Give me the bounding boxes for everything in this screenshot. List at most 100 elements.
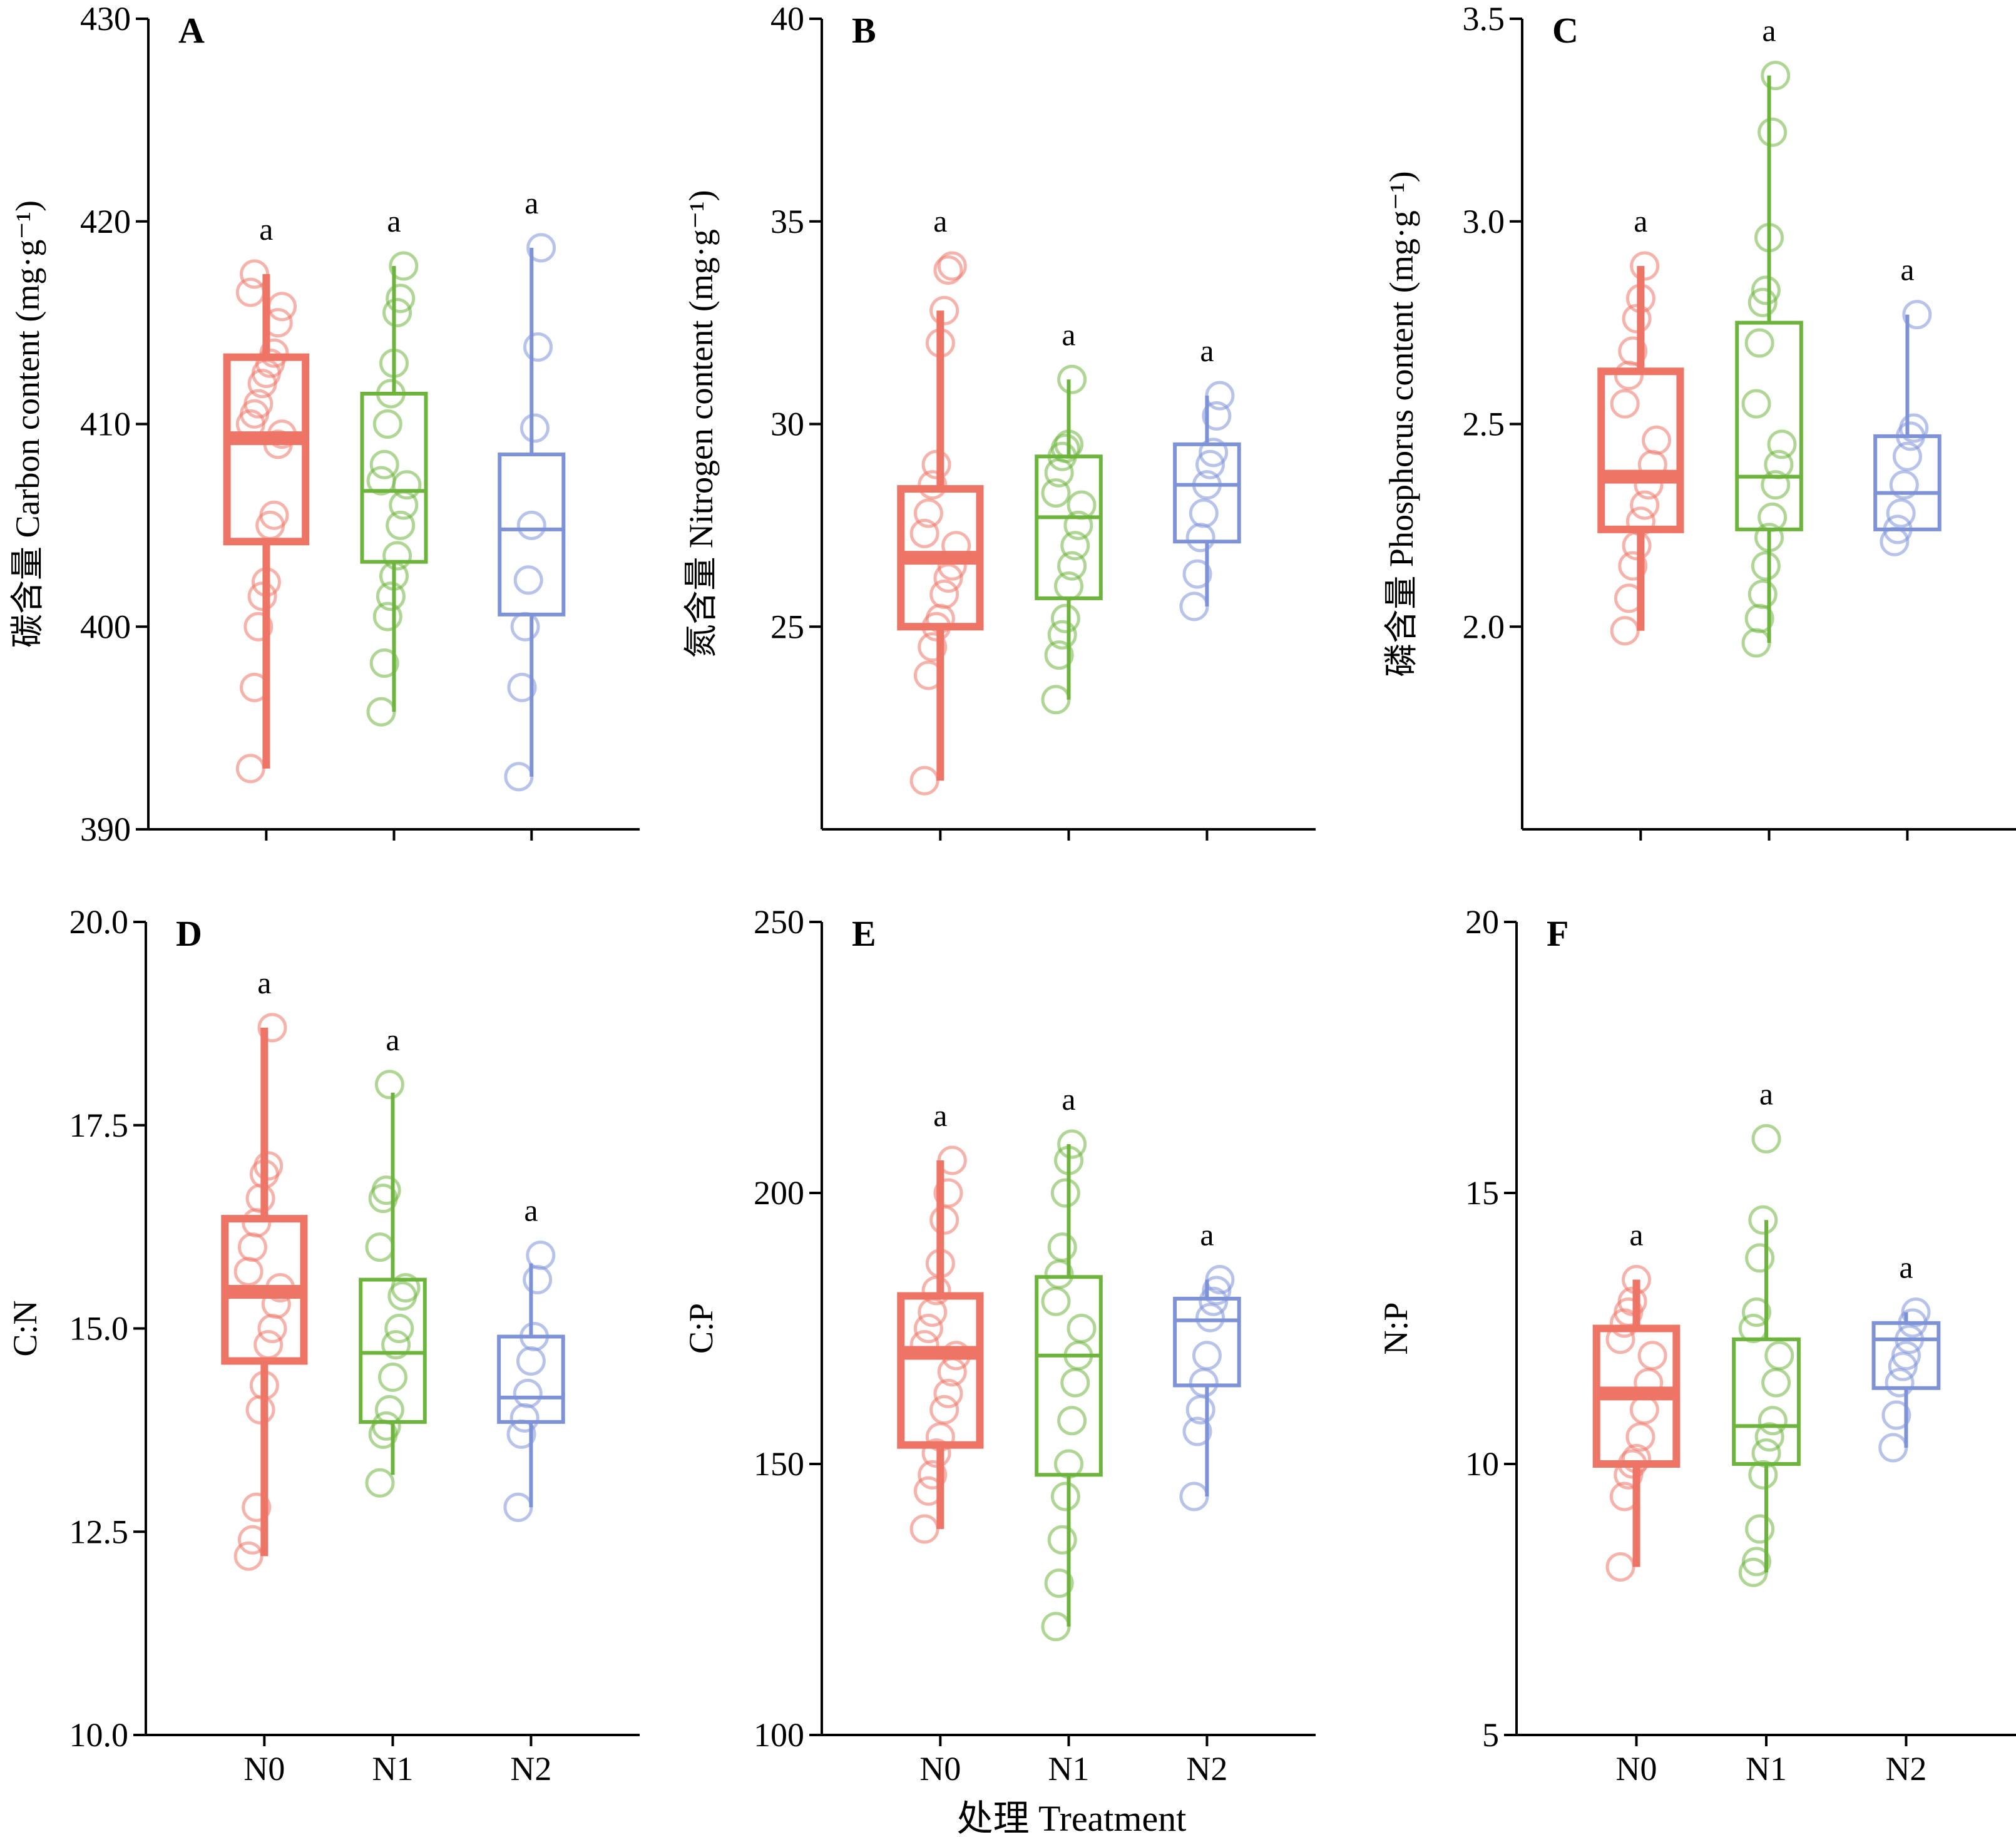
box-iqr: [497, 1334, 565, 1424]
data-point: [921, 449, 951, 479]
y-tick-label: 100: [754, 1716, 804, 1754]
series-n1: a: [359, 1022, 427, 1498]
data-point: [384, 1314, 414, 1343]
data-point: [1205, 381, 1235, 411]
data-point: [392, 470, 422, 500]
y-axis-label: N:P: [1377, 1302, 1415, 1354]
data-point: [1899, 413, 1929, 443]
data-point: [257, 1013, 287, 1043]
data-point: [1060, 531, 1090, 561]
y-tick-label: 200: [754, 1174, 804, 1212]
significance-letter: a: [933, 203, 947, 238]
data-point: [1622, 1443, 1652, 1473]
data-point: [1622, 1265, 1652, 1295]
data-point: [1614, 361, 1644, 391]
data-point: [516, 510, 546, 540]
x-tick-label-n2: N2: [510, 1750, 551, 1788]
data-point: [1050, 433, 1080, 463]
data-point: [371, 1411, 401, 1441]
data-point: [918, 1297, 948, 1328]
data-point: [516, 1346, 546, 1376]
data-point: [933, 1178, 963, 1208]
data-point: [253, 1151, 284, 1181]
data-point: [1751, 1438, 1781, 1468]
data-point: [1747, 579, 1778, 609]
y-axis-label: C:N: [6, 1300, 44, 1356]
data-point: [237, 1525, 267, 1555]
significance-letter: a: [1899, 1250, 1913, 1285]
y-tick-label: 15: [1465, 1174, 1499, 1212]
data-point: [1642, 425, 1672, 455]
data-point: [372, 409, 402, 439]
x-tick-label-n0: N0: [919, 1750, 961, 1788]
significance-letter: a: [259, 212, 273, 247]
data-point: [1057, 364, 1087, 394]
y-axis-label: C:P: [682, 1303, 720, 1354]
data-point: [386, 284, 416, 314]
data-point: [519, 413, 550, 443]
x-tick-label-n2: N2: [1885, 1750, 1926, 1788]
x-tick-label-n1: N1: [372, 1750, 414, 1788]
data-point: [921, 1438, 951, 1468]
data-point: [513, 1378, 543, 1408]
panel-letter: A: [178, 10, 205, 51]
data-point: [1618, 336, 1648, 366]
data-point: [526, 1241, 556, 1271]
data-point: [1754, 223, 1784, 253]
data-point: [1878, 1433, 1908, 1463]
box-iqr: [1173, 442, 1241, 544]
data-point: [1751, 275, 1781, 305]
data-point: [1182, 1416, 1212, 1446]
data-point: [374, 1070, 404, 1100]
data-point: [247, 581, 277, 611]
data-point: [933, 563, 963, 593]
series-n1: a: [1732, 1076, 1801, 1587]
y-tick-label: 5: [1482, 1716, 1499, 1754]
data-point: [1041, 478, 1071, 508]
data-point: [510, 611, 540, 642]
data-point: [1054, 571, 1083, 601]
y-tick-label: 2.0: [1463, 608, 1505, 645]
y-tick-label: 12.5: [69, 1513, 129, 1550]
series-n1: a: [360, 203, 428, 727]
box-iqr: [1035, 1275, 1103, 1477]
y-tick-label: 40: [770, 0, 804, 38]
panel-letter: D: [176, 913, 202, 954]
data-point: [1044, 640, 1074, 670]
data-point: [1192, 1341, 1222, 1371]
data-point: [1892, 441, 1922, 471]
data-point: [235, 754, 265, 784]
data-point: [1067, 490, 1097, 520]
data-point: [1748, 1205, 1778, 1235]
data-point: [1881, 1400, 1911, 1430]
data-point: [937, 1145, 967, 1175]
significance-letter: a: [524, 185, 538, 220]
series-n2: a: [1871, 1250, 1941, 1463]
y-tick-label: 35: [770, 203, 804, 240]
data-point: [1041, 1612, 1071, 1642]
y-tick-label: 3.5: [1463, 0, 1505, 38]
data-point: [1764, 1341, 1794, 1371]
y-tick-label: 410: [80, 406, 131, 443]
significance-letter: a: [1062, 317, 1075, 352]
panel-b: 25 30 35 40 B 氮含量 Nitrogen content (mg·g⁻¹) a a…: [682, 0, 1316, 841]
data-point: [1744, 328, 1774, 358]
data-point: [1192, 470, 1222, 500]
data-point: [237, 1232, 267, 1262]
data-point: [1185, 523, 1215, 553]
data-point: [504, 762, 534, 792]
series-n1: a: [1735, 13, 1803, 658]
data-point: [523, 1265, 553, 1295]
data-point: [1901, 1297, 1931, 1328]
data-point: [526, 233, 556, 263]
data-point: [1057, 1406, 1087, 1436]
data-point: [389, 251, 419, 281]
panel-e: 100 150 200 250 N0 N1 N2 E C:P a a a: [682, 903, 1316, 1788]
data-point: [261, 1289, 291, 1319]
y-tick-label: 390: [80, 811, 131, 848]
data-point: [369, 648, 399, 678]
data-point: [1195, 449, 1225, 479]
series-n2: a: [1173, 333, 1241, 622]
y-tick-label: 250: [754, 903, 804, 941]
